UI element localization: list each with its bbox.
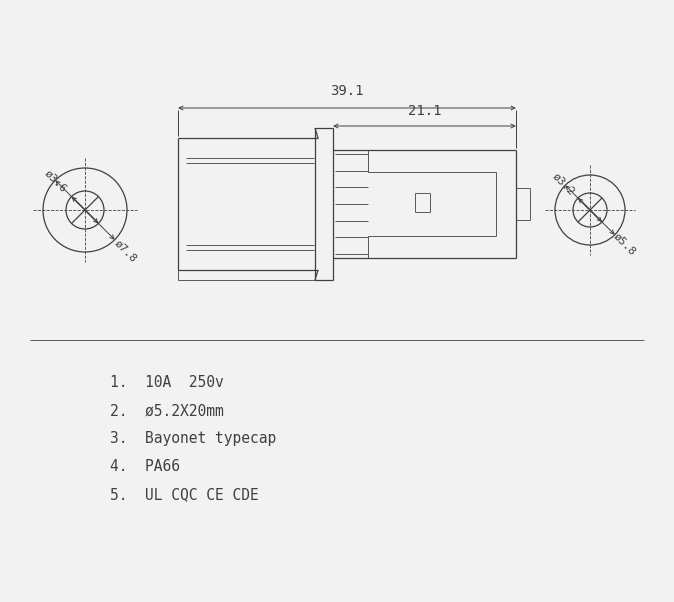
Text: ø3.6: ø3.6 [43,168,69,194]
Text: ø7.8: ø7.8 [113,238,139,264]
Text: ø3.2: ø3.2 [551,171,577,197]
Text: 5.  UL CQC CE CDE: 5. UL CQC CE CDE [110,487,259,502]
Text: 2.  ø5.2X20mm: 2. ø5.2X20mm [110,403,224,418]
Text: 39.1: 39.1 [330,84,364,98]
Text: 3.  Bayonet typecap: 3. Bayonet typecap [110,431,276,446]
Text: 4.  PA66: 4. PA66 [110,459,180,474]
Text: ø5.8: ø5.8 [611,232,638,258]
Text: 21.1: 21.1 [408,104,441,118]
Text: 1.  10A  250v: 1. 10A 250v [110,375,224,390]
